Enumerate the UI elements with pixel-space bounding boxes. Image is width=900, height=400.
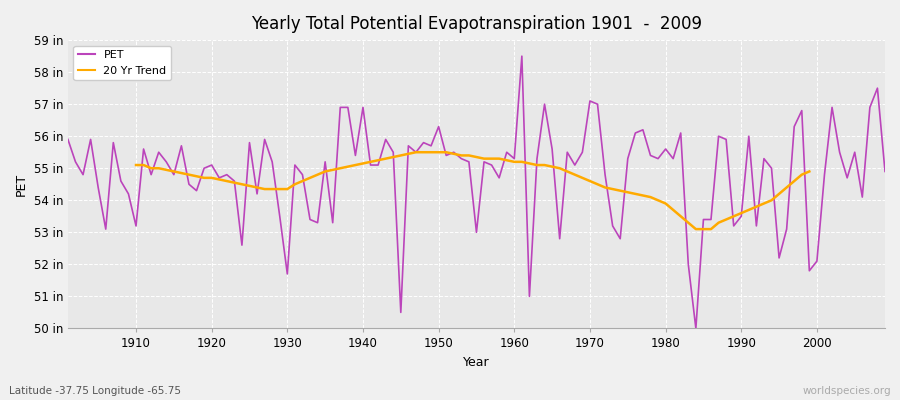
Text: worldspecies.org: worldspecies.org <box>803 386 891 396</box>
Y-axis label: PET: PET <box>15 173 28 196</box>
Title: Yearly Total Potential Evapotranspiration 1901  -  2009: Yearly Total Potential Evapotranspiratio… <box>251 15 702 33</box>
X-axis label: Year: Year <box>464 356 490 369</box>
Legend: PET, 20 Yr Trend: PET, 20 Yr Trend <box>74 46 171 80</box>
Text: Latitude -37.75 Longitude -65.75: Latitude -37.75 Longitude -65.75 <box>9 386 181 396</box>
